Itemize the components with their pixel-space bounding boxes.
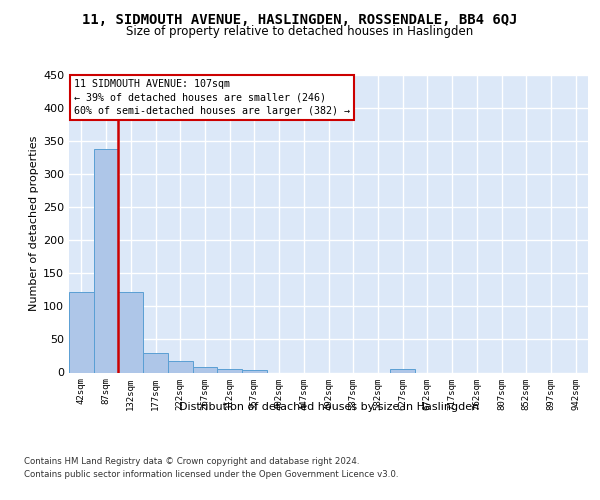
Bar [94, 149, 118, 372]
Bar [168, 362, 193, 372]
Text: Size of property relative to detached houses in Haslingden: Size of property relative to detached ho… [127, 25, 473, 38]
Text: Contains public sector information licensed under the Open Government Licence v3: Contains public sector information licen… [24, 470, 398, 479]
Text: Distribution of detached houses by size in Haslingden: Distribution of detached houses by size … [179, 402, 479, 412]
Text: 11 SIDMOUTH AVENUE: 107sqm
← 39% of detached houses are smaller (246)
60% of sem: 11 SIDMOUTH AVENUE: 107sqm ← 39% of deta… [74, 80, 350, 116]
Text: 11, SIDMOUTH AVENUE, HASLINGDEN, ROSSENDALE, BB4 6QJ: 11, SIDMOUTH AVENUE, HASLINGDEN, ROSSEND… [82, 12, 518, 26]
Bar [242, 370, 267, 372]
Bar [143, 354, 168, 372]
Bar [217, 368, 242, 372]
Bar [118, 292, 143, 372]
Text: Contains HM Land Registry data © Crown copyright and database right 2024.: Contains HM Land Registry data © Crown c… [24, 458, 359, 466]
Bar [390, 369, 415, 372]
Bar [193, 367, 217, 372]
Y-axis label: Number of detached properties: Number of detached properties [29, 136, 39, 312]
Bar [69, 292, 94, 372]
